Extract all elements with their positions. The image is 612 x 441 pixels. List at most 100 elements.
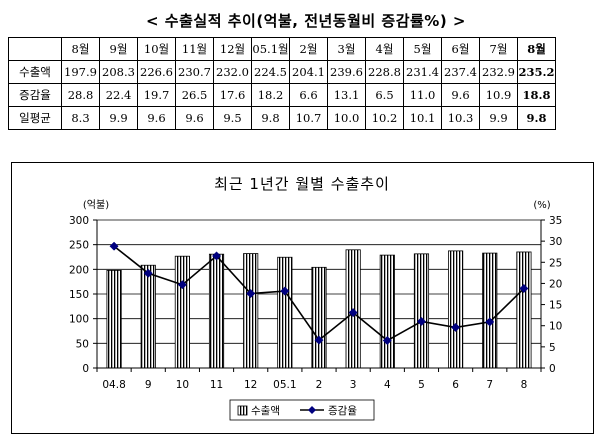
table-cell: 17.6 (213, 83, 252, 107)
x-tick-label: 7 (486, 379, 493, 391)
table-cell: 9.6 (441, 83, 480, 107)
table-corner-cell (8, 37, 62, 61)
point-growth-rate (382, 335, 392, 346)
table-row-label: 수출액 (8, 60, 62, 84)
x-tick-label: 11 (210, 379, 223, 391)
x-tick-label: 12 (244, 379, 257, 391)
table-column-header: 11월 (175, 37, 214, 61)
export-stats-table: 8월 9월 10월 11월 12월 05.1월 2월 3월 4월 5월 6월 7월 8월 수출액 197.9… (8, 37, 556, 130)
legend-label-export-amount: 수출액 (251, 405, 280, 417)
table-cell: 232.0 (213, 60, 252, 84)
bar-export-amount (140, 264, 156, 369)
table-cell: 226.6 (137, 60, 176, 84)
y-right-tick-label: 25 (549, 257, 562, 269)
table-cell: 10.3 (441, 106, 480, 130)
table-cell: 237.4 (441, 60, 480, 84)
table-cell: 224.5 (251, 60, 290, 84)
x-tick-label: 05.1 (273, 379, 296, 391)
point-growth-rate (348, 308, 358, 318)
chart-legend: 수출액 증감율 (229, 399, 375, 421)
table-column-header: 05.1월 (251, 37, 290, 61)
table-cell: 9.9 (99, 106, 138, 130)
table-cell: 10.9 (479, 83, 518, 107)
table-column-header: 9월 (99, 37, 138, 61)
x-tick-label: 04.8 (102, 379, 125, 391)
table-column-header: 2월 (289, 37, 328, 61)
y-left-tick-label: 250 (69, 240, 89, 252)
table-cell: 10.0 (327, 106, 366, 130)
x-tick-label: 3 (350, 379, 357, 391)
left-axis-unit-label: (억불) (83, 199, 109, 211)
bar-export-amount (379, 254, 395, 369)
bar-export-amount (482, 252, 498, 369)
point-growth-rate (109, 241, 119, 251)
table-cell: 9.6 (137, 106, 176, 130)
x-tick-label: 8 (521, 379, 528, 391)
chart-title: 최근 1년간 월별 수출추이 (214, 175, 390, 193)
table-cell: 18.2 (251, 83, 290, 107)
point-growth-rate (519, 283, 529, 294)
table-cell: 26.5 (175, 83, 214, 107)
y-left-tick-label: 50 (76, 338, 89, 350)
page-heading: < 수출실적 추이(억불, 전년동월비 증감률%) > (146, 12, 466, 30)
point-growth-rate (416, 316, 427, 327)
table-column-header: 10월 (137, 37, 176, 61)
table-cell: 28.8 (61, 83, 100, 107)
table-cell: 10.2 (365, 106, 404, 130)
table-cell: 10.1 (403, 106, 442, 130)
table-row: 증감율 28.8 22.4 19.7 26.5 17.6 18.2 6.6 13.1 6.5 11.… (8, 83, 556, 107)
x-tick-label: 5 (418, 379, 425, 391)
bar-export-amount (448, 250, 464, 369)
y-right-tick-label: 15 (549, 300, 562, 312)
point-growth-rate (451, 322, 461, 332)
chart-container: 최근 1년간 월별 수출추이 (억불) (%) 0 50 100 150 200 250 300 0… (11, 162, 594, 434)
table-cell: 6.5 (365, 83, 404, 107)
bar-export-amount (516, 251, 532, 369)
table-cell: 239.6 (327, 60, 366, 84)
table-cell: 197.9 (61, 60, 100, 84)
table-cell: 9.6 (175, 106, 214, 130)
table-column-header: 12월 (213, 37, 252, 61)
bar-export-amount (413, 253, 430, 369)
point-growth-rate (143, 268, 153, 278)
table-column-header: 8월 (517, 37, 556, 61)
table-row: 일평균 8.3 9.9 9.6 9.6 9.5 9.8 10.7 10.0 10.2 10.1 10.… (8, 106, 556, 130)
table-cell: 9.8 (517, 106, 556, 130)
table-column-header: 7월 (479, 37, 518, 61)
y-right-tick-label: 10 (549, 321, 562, 333)
bar-export-amount (243, 253, 259, 369)
table-cell: 208.3 (99, 60, 138, 84)
x-tick-label: 2 (316, 379, 323, 391)
table-cell: 9.5 (213, 106, 252, 130)
bar-export-amount (311, 266, 327, 369)
y-right-tick-label: 5 (549, 342, 556, 354)
table-cell: 228.8 (365, 60, 404, 84)
table-cell: 9.8 (251, 106, 290, 130)
point-growth-rate (211, 251, 222, 261)
y-left-tick-label: 150 (69, 289, 89, 301)
y-left-tick-label: 100 (69, 314, 89, 326)
legend-swatch-export-amount (237, 405, 248, 416)
x-tick-label: 4 (384, 379, 391, 391)
table-cell: 22.4 (99, 83, 138, 107)
bar-export-amount (174, 255, 190, 369)
bar-export-amount (277, 256, 293, 369)
y-right-tick-label: 0 (549, 363, 556, 375)
table-row-label: 증감율 (8, 83, 62, 107)
table-column-header: 6월 (441, 37, 480, 61)
bar-export-amount (106, 269, 122, 369)
point-growth-rate (314, 335, 324, 345)
y-left-tick-label: 0 (82, 363, 89, 375)
table-cell: 6.6 (289, 83, 328, 107)
y-right-tick-label: 35 (549, 215, 562, 227)
table-cell: 235.2 (517, 60, 556, 84)
y-left-tick-label: 200 (69, 264, 89, 276)
table-column-header: 3월 (327, 37, 366, 61)
table-cell: 10.7 (289, 106, 328, 130)
export-trend-chart: 최근 1년간 월별 수출추이(억불) (%)0501001502002503000… (69, 175, 562, 421)
table-cell: 11.0 (403, 83, 442, 107)
point-growth-rate (177, 280, 187, 290)
y-left-tick-label: 300 (69, 215, 89, 227)
table-row: 수출액 197.9 208.3 226.6 230.7 232.0 224.5 204.1 23… (8, 60, 556, 84)
legend-label-growth-rate: 증감율 (328, 405, 357, 417)
